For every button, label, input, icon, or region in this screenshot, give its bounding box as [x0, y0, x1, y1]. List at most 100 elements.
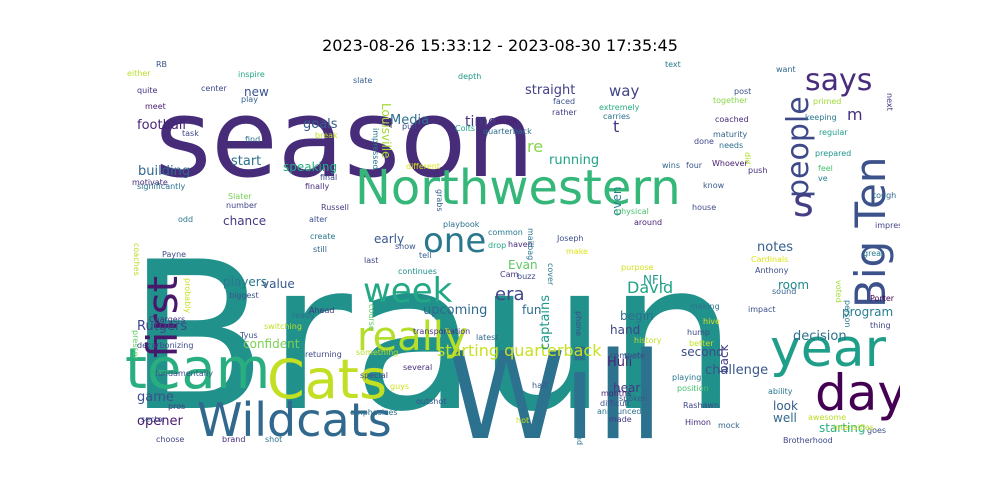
word-players: players [223, 275, 267, 289]
word-pull: pull [402, 122, 417, 131]
word-difficult: difficult [600, 399, 630, 408]
word-cats: Cats [267, 348, 387, 411]
word-break: break [315, 131, 338, 140]
word-made: made [609, 415, 632, 424]
word-captains: captains [538, 295, 553, 350]
figure-title: 2023-08-26 15:33:12 - 2023-08-30 17:35:4… [322, 36, 678, 55]
word-begin: begin [620, 309, 654, 323]
word-tyus: Tyus [239, 331, 258, 340]
word-extremely: extremely [599, 103, 640, 112]
word-early: early [374, 232, 404, 246]
word-louisville: Louisville [379, 103, 393, 159]
word-season: season [155, 77, 535, 202]
word-rather: rather [552, 108, 577, 117]
word-rashawn: Rashawn [683, 401, 719, 410]
wordcloud: Braun season Will Northwestern CatsteamWildc… [125, 58, 900, 446]
word-fundamentally: fundamentally [155, 369, 213, 378]
word-feel: feel [818, 164, 833, 173]
word-push: push [748, 166, 767, 175]
word-chargers: Chargers [149, 315, 185, 324]
word-spoken: spoken [619, 394, 647, 403]
word-ahead: Ahead [309, 306, 334, 315]
word-finally: finally [305, 182, 329, 191]
word-slate: slate [353, 76, 372, 85]
word-play: play [241, 95, 258, 104]
word-time: time [465, 114, 497, 130]
word-either: either [127, 69, 151, 78]
word-making: making [690, 302, 720, 311]
word-ability: ability [768, 387, 793, 396]
word-russell: Russell [321, 203, 349, 212]
word-emphasizes: emphasizes [350, 408, 397, 417]
word-person: person [843, 300, 852, 327]
word-hear: hear [613, 381, 640, 395]
word-playbook: playbook [443, 220, 480, 229]
word-porter: Porter [870, 294, 895, 303]
word-needs: needs [719, 141, 743, 150]
word-prepared: prepared [815, 149, 851, 158]
word-coached: coached [715, 115, 749, 124]
word-speaking: speaking [283, 160, 337, 174]
word-want: want [776, 65, 796, 74]
word-months: months [601, 389, 631, 398]
word-notes: notes [757, 240, 793, 255]
word-better: better [689, 339, 714, 348]
word-returning: returning [305, 350, 342, 359]
word-football: football [137, 118, 186, 133]
word-odd: odd [178, 215, 193, 224]
word-text: text [665, 60, 681, 69]
word-make: make [566, 247, 588, 256]
word-probably: probably [183, 278, 192, 313]
word-know: know [703, 181, 725, 190]
word-maturity: maturity [713, 130, 748, 139]
word-buzz: buzz [517, 272, 536, 281]
word-people: people [781, 96, 816, 198]
word-playing: playing [672, 373, 701, 382]
word-shot: shot [265, 435, 282, 444]
word-continues: continues [398, 267, 437, 276]
word-big-ten: Big Ten [846, 157, 895, 308]
word-did: did [743, 152, 752, 164]
word-running: running [549, 153, 599, 168]
word-post: post [734, 87, 751, 96]
word-much: much [495, 117, 517, 126]
word-done: done [694, 137, 714, 146]
word-second: second [681, 345, 724, 359]
word-history: history [634, 336, 662, 345]
word-significantly: significantly [137, 182, 186, 191]
word-tell: tell [419, 251, 432, 260]
word-t: t [613, 117, 619, 136]
word-slater: Slater [228, 192, 252, 201]
word-anthony: Anthony [755, 266, 789, 275]
word-hump: hump [687, 328, 710, 337]
word-whoever: Whoever [712, 159, 748, 168]
word-house: house [692, 203, 716, 212]
word-way: way [609, 82, 639, 100]
word-final: final [320, 173, 337, 182]
word-cover: cover [546, 263, 555, 286]
word-quarterback: quarterback [483, 127, 532, 136]
word-voted: voted [834, 280, 843, 303]
word-rb: RB [156, 60, 167, 69]
word-impact: impact [748, 305, 776, 314]
word-upcoming: upcoming [423, 303, 487, 318]
word-thing: thing [870, 321, 891, 330]
word-media: Media [390, 113, 429, 128]
word-decarbonizing: decarbonizing [137, 341, 193, 350]
word-m: m [847, 105, 863, 124]
word-chance: chance [223, 214, 266, 228]
word-payne: Payne [162, 250, 186, 259]
word-center: center [201, 84, 227, 93]
word-david: David [627, 278, 673, 297]
word-regular: regular [819, 128, 848, 137]
word-braun: Braun [127, 219, 737, 446]
word-pros: pros [168, 402, 185, 411]
word-choose: choose [156, 435, 184, 444]
word-week: week [363, 271, 453, 311]
word-well: well [773, 411, 797, 425]
word-alter: alter [309, 215, 328, 224]
word-find: find [245, 135, 260, 144]
word-look: look [773, 399, 798, 413]
word-game: game [137, 390, 174, 405]
